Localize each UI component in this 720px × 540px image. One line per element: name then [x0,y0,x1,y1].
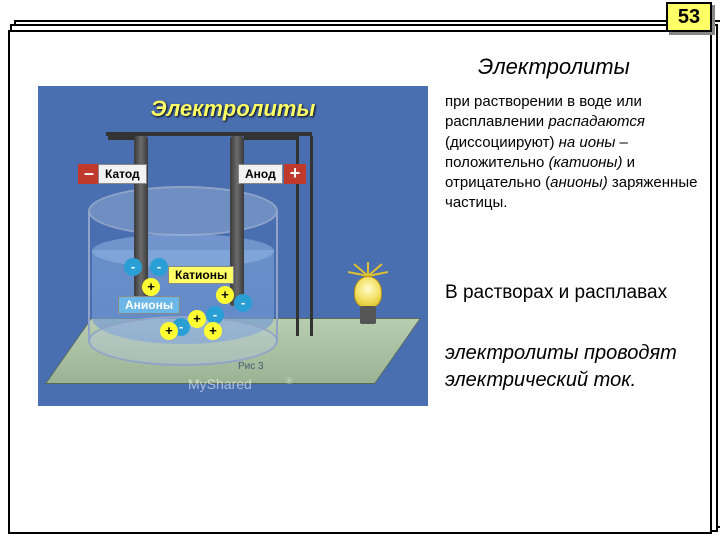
cation-ion: + [188,310,206,328]
p1-i3: (катионы) [549,154,623,171]
p1-i1: распадаются [548,113,645,130]
cation-ion: + [216,286,234,304]
bulb-socket [360,306,376,324]
p1-t2: (диссоциируют) [445,134,559,151]
p1-i2: на ионы [559,134,616,151]
watermark: MyShared [188,376,252,392]
minus-sign: – [78,164,100,184]
paragraph-solutions: В растворах и расплавах [445,280,700,306]
anion-ion: - [234,294,252,312]
anode-label: Анод [238,164,283,184]
page-title: Электролиты [478,54,630,80]
anions-label: Анионы [118,296,180,314]
plus-sign: + [284,164,306,184]
paragraph-conduct: электролиты проводят электрический ток. [445,340,700,394]
p1-i4: анионы) [550,174,608,191]
anion-ion: - [150,258,168,276]
cation-ion: + [204,322,222,340]
cation-ion: + [142,278,160,296]
wire-right [244,136,298,140]
liquid-surface [92,234,274,268]
bulb-glass [354,276,382,308]
cathode-label: Катод [98,164,147,184]
page-number-tab: 53 [666,2,712,32]
anion-ion: - [124,258,142,276]
paragraph-definition: при растворении в воде или расплавлении … [445,92,700,214]
lightbulb [348,276,388,336]
cation-ion: + [160,322,178,340]
cations-label: Катионы [168,266,234,284]
electrolysis-diagram: Электролиты – Катод Анод + Катионы Анион… [38,86,428,406]
watermark-sup: ® [286,376,293,386]
wire-down-2 [310,136,313,336]
figure-label: Рис 3 [238,361,264,372]
diagram-title: Электролиты [151,96,316,122]
